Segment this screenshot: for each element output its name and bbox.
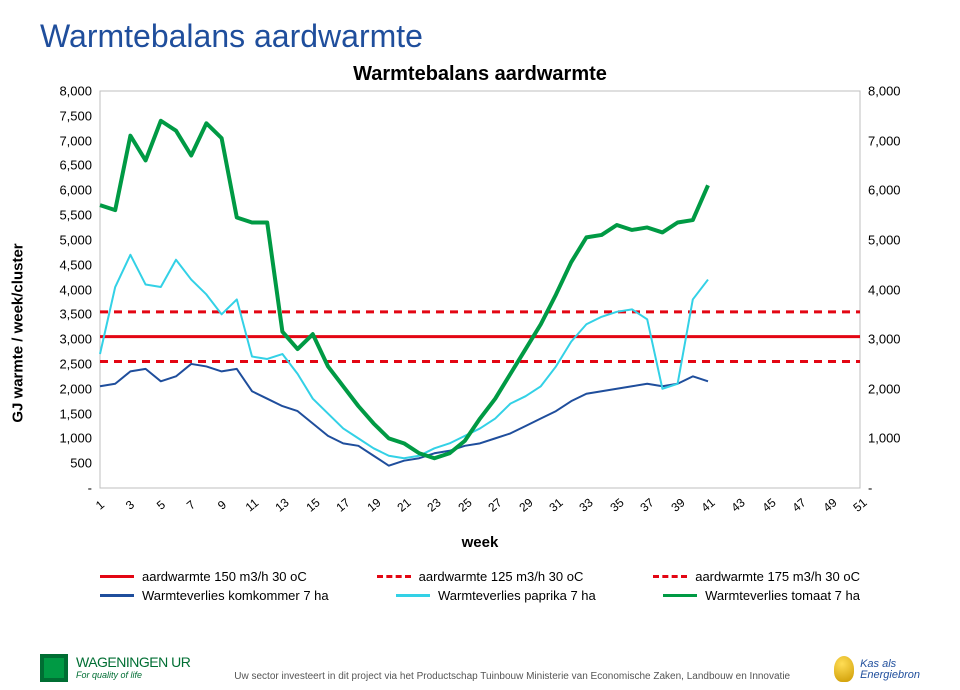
xtick: 31 <box>546 495 565 514</box>
xtick: 9 <box>215 497 229 512</box>
wageningen-icon <box>40 654 68 682</box>
xtick: 27 <box>486 495 505 514</box>
xtick: 1 <box>93 497 107 512</box>
ytick-left: 4,500 <box>59 257 92 272</box>
xtick: 33 <box>577 495 596 514</box>
logo-left-sub: For quality of life <box>76 671 190 681</box>
ytick-right: 4,000 <box>868 282 901 297</box>
ytick-left: 4,000 <box>59 282 92 297</box>
ytick-right: 1,000 <box>868 431 901 446</box>
ytick-right: 6,000 <box>868 183 901 198</box>
ytick-left: 5,500 <box>59 208 92 223</box>
ytick-left: 7,000 <box>59 133 92 148</box>
xtick: 43 <box>729 495 748 514</box>
footer-center-text: Uw sector investeert in dit project via … <box>234 671 790 682</box>
chart-area: Warmtebalans aardwarmte GJ warmte / week… <box>40 63 920 603</box>
legend-label: aardwarmte 150 m3/h 30 oC <box>142 569 307 584</box>
plot-svg <box>100 91 860 488</box>
legend-item: Warmteverlies tomaat 7 ha <box>663 588 860 603</box>
legend-swatch <box>100 594 134 597</box>
xtick: 15 <box>303 495 322 514</box>
logo-left-text: WAGENINGEN UR For quality of life <box>76 655 190 680</box>
series-line <box>100 255 708 458</box>
ytick-left: 6,500 <box>59 158 92 173</box>
chart-title: Warmtebalans aardwarmte <box>40 63 920 86</box>
ytick-left: 500 <box>70 456 92 471</box>
xtick: 25 <box>455 495 474 514</box>
xtick: 47 <box>790 495 809 514</box>
logo-left: WAGENINGEN UR For quality of life <box>40 654 190 682</box>
legend-item: Warmteverlies komkommer 7 ha <box>100 588 329 603</box>
legend-label: Warmteverlies komkommer 7 ha <box>142 588 329 603</box>
legend-row-2: Warmteverlies komkommer 7 ha Warmteverlie… <box>100 588 860 603</box>
ytick-left: 3,500 <box>59 307 92 322</box>
legend-swatch <box>653 575 687 578</box>
logo-right-text: Kas als Energiebron <box>860 659 920 682</box>
y-axis-label: GJ warmte / week/cluster <box>10 243 27 422</box>
legend-label: aardwarmte 125 m3/h 30 oC <box>419 569 584 584</box>
ytick-left: 1,000 <box>59 431 92 446</box>
logo-left-main: WAGENINGEN UR <box>76 655 190 670</box>
legend-item: aardwarmte 150 m3/h 30 oC <box>100 569 307 584</box>
ytick-left: 2,500 <box>59 356 92 371</box>
footer-logos: WAGENINGEN UR For quality of life Uw sec… <box>40 654 920 682</box>
xtick: 7 <box>184 497 198 512</box>
ytick-left: - <box>88 481 92 496</box>
page-title: Warmtebalans aardwarmte <box>40 18 920 55</box>
x-axis-label: week <box>40 534 920 551</box>
ytick-left: 2,000 <box>59 381 92 396</box>
xtick: 13 <box>273 495 292 514</box>
page: Warmtebalans aardwarmte Warmtebalans aar… <box>0 0 960 690</box>
legend-item: Warmteverlies paprika 7 ha <box>396 588 596 603</box>
ytick-right: 2,000 <box>868 381 901 396</box>
xtick: 39 <box>668 495 687 514</box>
legend-label: aardwarmte 175 m3/h 30 oC <box>695 569 860 584</box>
xtick: 49 <box>820 495 839 514</box>
legend-row-1: aardwarmte 150 m3/h 30 oC aardwarmte 125 … <box>100 569 860 584</box>
xtick: 29 <box>516 495 535 514</box>
xtick: 51 <box>850 495 869 514</box>
plot-region: -5001,0001,5002,0002,5003,0003,5004,0004… <box>100 91 860 488</box>
legend-swatch <box>663 594 697 597</box>
legend: aardwarmte 150 m3/h 30 oC aardwarmte 125 … <box>100 565 860 603</box>
ytick-left: 1,500 <box>59 406 92 421</box>
xtick: 45 <box>759 495 778 514</box>
xtick: 5 <box>154 497 168 512</box>
ytick-right: - <box>868 481 872 496</box>
xtick: 17 <box>334 495 353 514</box>
legend-item: aardwarmte 125 m3/h 30 oC <box>377 569 584 584</box>
bulb-icon <box>834 656 854 682</box>
legend-swatch <box>377 575 411 578</box>
xtick: 11 <box>243 496 262 515</box>
xtick: 3 <box>123 497 137 512</box>
series-line <box>100 364 708 466</box>
ytick-right: 3,000 <box>868 332 901 347</box>
xtick: 41 <box>698 495 717 514</box>
ytick-left: 6,000 <box>59 183 92 198</box>
legend-label: Warmteverlies paprika 7 ha <box>438 588 596 603</box>
ytick-right: 8,000 <box>868 84 901 99</box>
logo-right: Kas als Energiebron <box>834 656 920 682</box>
ytick-left: 5,000 <box>59 232 92 247</box>
legend-swatch <box>396 594 430 597</box>
ytick-left: 3,000 <box>59 332 92 347</box>
xtick: 23 <box>425 495 444 514</box>
ytick-right: 5,000 <box>868 232 901 247</box>
xtick: 21 <box>394 495 413 514</box>
legend-label: Warmteverlies tomaat 7 ha <box>705 588 860 603</box>
xtick: 19 <box>364 495 383 514</box>
legend-item: aardwarmte 175 m3/h 30 oC <box>653 569 860 584</box>
series-line <box>100 121 708 458</box>
ytick-right: 7,000 <box>868 133 901 148</box>
legend-swatch <box>100 575 134 578</box>
xtick: 37 <box>638 495 657 514</box>
ytick-left: 8,000 <box>59 84 92 99</box>
ytick-left: 7,500 <box>59 108 92 123</box>
logo-right-line2: Energiebron <box>860 670 920 682</box>
xtick: 35 <box>607 495 626 514</box>
